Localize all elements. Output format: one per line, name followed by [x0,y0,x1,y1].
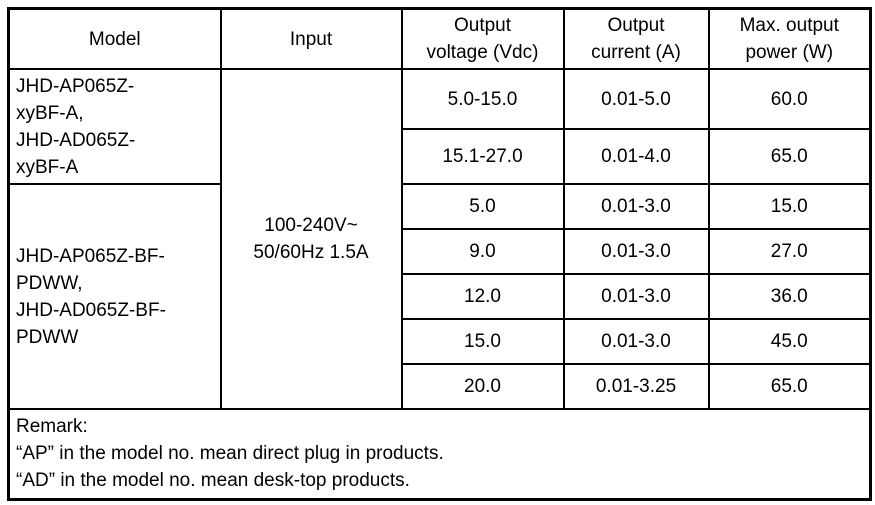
input-spec-cell: 100-240V~ 50/60Hz 1.5A [219,68,403,410]
table-row: JHD-AP065Z- xyBF-A, JHD-AD065Z- xyBF-A 1… [7,68,872,410]
voltage-cell: 15.1-27.0 [400,128,565,185]
table-row: 20.0 0.01-3.25 65.0 [9,363,872,410]
voltage-cell: 12.0 [400,273,565,320]
power-cell: 15.0 [707,183,872,230]
model-group-2-cell: JHD-AP065Z-BF- PDWW, JHD-AD065Z-BF- PDWW [7,183,222,410]
power-cell: 60.0 [707,68,872,130]
power-cell: 36.0 [707,273,872,320]
header-output-voltage: Output voltage (Vdc) [400,7,565,70]
current-cell: 0.01-4.0 [562,128,710,185]
table-row: 15.1-27.0 0.01-4.0 65.0 [9,128,872,185]
model-group-1-cell: JHD-AP065Z- xyBF-A, JHD-AD065Z- xyBF-A [7,68,222,185]
table-row: 12.0 0.01-3.0 36.0 [9,273,872,320]
header-model: Model [7,7,222,70]
power-spec-table: Model Input Output voltage (Vdc) Output … [7,7,872,501]
remark-line-ap: “AP” in the model no. mean direct plug i… [16,443,444,465]
current-cell: 0.01-3.0 [562,273,710,320]
voltage-cell: 15.0 [400,318,565,365]
current-cell: 0.01-5.0 [562,68,710,130]
power-cell: 45.0 [707,318,872,365]
voltage-cell: 5.0 [400,183,565,230]
remark-cell: Remark: “AP” in the model no. mean direc… [7,408,872,500]
power-cell: 65.0 [707,128,872,185]
remark-row: Remark: “AP” in the model no. mean direc… [7,408,872,500]
power-cell: 65.0 [707,363,872,410]
remark-title: Remark: [16,416,88,438]
voltage-cell: 20.0 [400,363,565,410]
current-cell: 0.01-3.0 [562,183,710,230]
header-output-current: Output current (A) [562,7,710,70]
remark-line-ad: “AD” in the model no. mean desk-top prod… [16,470,410,492]
header-max-output-power: Max. output power (W) [707,7,872,70]
power-cell: 27.0 [707,228,872,275]
table-row: JHD-AP065Z-BF- PDWW, JHD-AD065Z-BF- PDWW… [7,183,872,410]
header-input: Input [219,7,403,70]
voltage-cell: 5.0-15.0 [400,68,565,130]
table-row: 9.0 0.01-3.0 27.0 [9,228,872,275]
voltage-cell: 9.0 [400,228,565,275]
header-row: Model Input Output voltage (Vdc) Output … [7,7,872,70]
table-row: 15.0 0.01-3.0 45.0 [9,318,872,365]
current-cell: 0.01-3.25 [562,363,710,410]
current-cell: 0.01-3.0 [562,318,710,365]
current-cell: 0.01-3.0 [562,228,710,275]
